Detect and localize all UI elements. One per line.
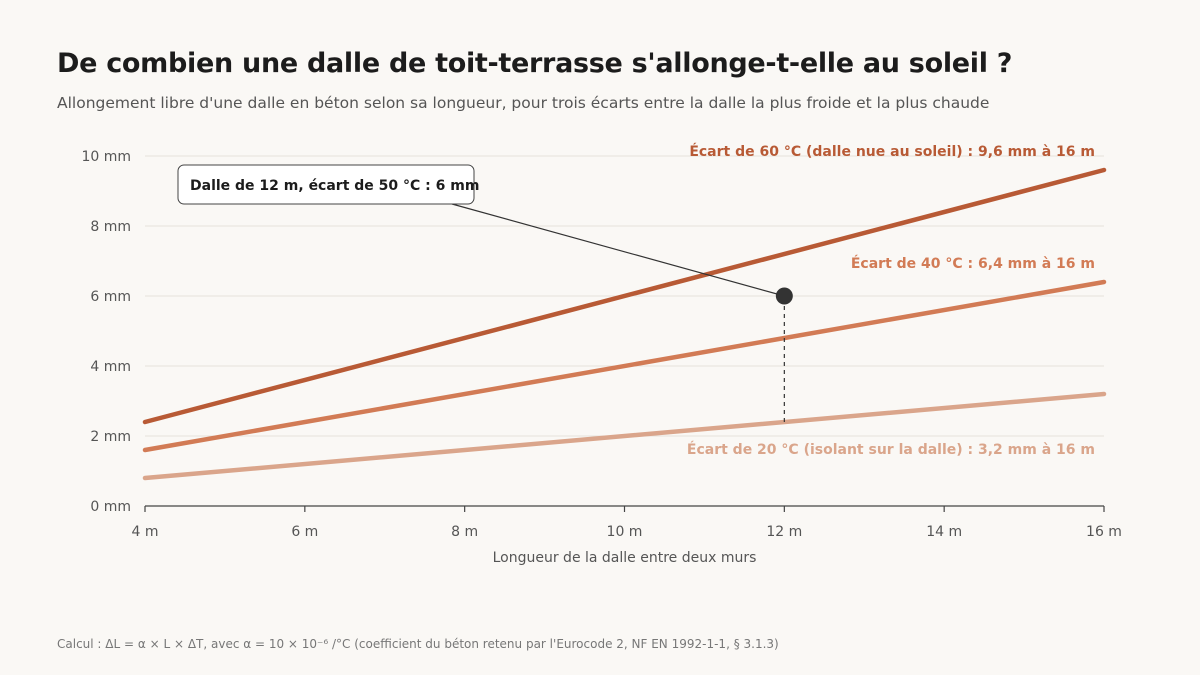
- annotation: Dalle de 12 m, écart de 50 °C : 6 mm: [177, 164, 793, 424]
- x-axis-title: Longueur de la dalle entre deux murs: [493, 550, 757, 566]
- annotation-point: [775, 287, 793, 305]
- y-tick-label: 0 mm: [90, 499, 131, 515]
- y-tick-label: 10 mm: [81, 149, 131, 165]
- y-tick-label: 4 mm: [90, 359, 131, 375]
- chart-title: De combien une dalle de toit-terrasse s'…: [57, 48, 1013, 79]
- annotation-box: [177, 164, 475, 205]
- x-tick-label: 6 m: [291, 524, 318, 540]
- series-label: Écart de 40 °C : 6,4 mm à 16 m: [851, 255, 1095, 272]
- chart-subtitle: Allongement libre d'une dalle en béton s…: [57, 94, 990, 112]
- footnote: Calcul : ΔL = α × L × ΔT, avec α = 10 × …: [57, 637, 779, 651]
- series-line: [142, 167, 1107, 425]
- x-tick-label: 12 m: [766, 524, 802, 540]
- series-lines: [142, 167, 1107, 481]
- x-tick-label: 4 m: [132, 524, 159, 540]
- x-tick-label: 10 m: [607, 524, 643, 540]
- series-line: [142, 391, 1107, 481]
- series-line: [142, 279, 1107, 453]
- x-axis: 4 m 6 m 8 m 10 m 12 m 14 m 16 m Longueur de la …: [132, 505, 1122, 566]
- series-labels: Écart de 60 °C (dalle nue au soleil) : 9…: [687, 143, 1095, 458]
- x-tick-label: 8 m: [451, 524, 478, 540]
- x-tick-label: 14 m: [926, 524, 962, 540]
- series-label: Écart de 60 °C (dalle nue au soleil) : 9…: [689, 143, 1095, 160]
- annotation-text: Dalle de 12 m, écart de 50 °C : 6 mm: [190, 178, 479, 194]
- y-tick-label: 2 mm: [90, 429, 131, 445]
- annotation-leader: [451, 203, 785, 297]
- x-tick-label: 16 m: [1086, 524, 1122, 540]
- series-label: Écart de 20 °C (isolant sur la dalle) : …: [687, 441, 1095, 458]
- y-tick-label: 8 mm: [90, 219, 131, 235]
- y-tick-label: 6 mm: [90, 289, 131, 305]
- y-axis-ticks: 0 mm 2 mm 4 mm 6 mm 8 mm 10 mm: [81, 149, 131, 515]
